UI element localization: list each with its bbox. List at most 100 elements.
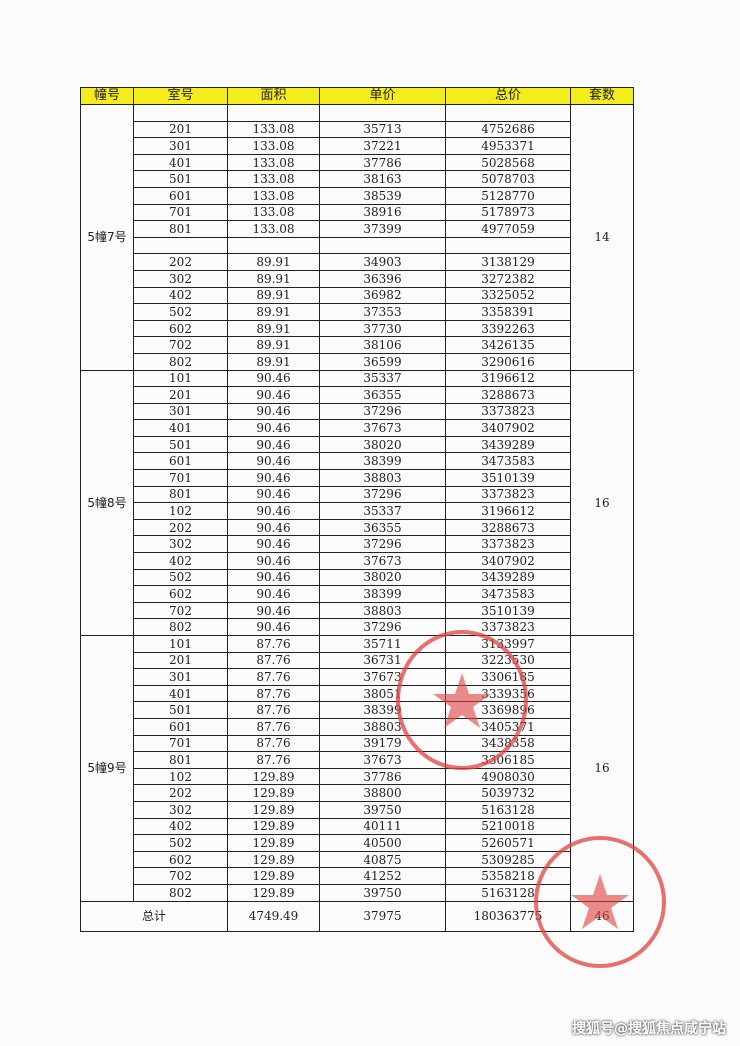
unit-price-cell: 38163 <box>319 170 446 188</box>
room-cell: 402 <box>133 552 228 570</box>
total-area: 4749.49 <box>227 900 320 932</box>
table-header-row: 幢号 室号 面积 单价 总价 套数 <box>80 87 634 105</box>
unit-price-cell: 37296 <box>319 535 446 554</box>
unit-price-cell: 39179 <box>319 734 446 753</box>
count-cell: 16 <box>570 369 634 636</box>
total-price-cell: 3133997 <box>445 635 571 653</box>
table-row: 5幢7号 14 <box>80 104 634 371</box>
room-cell: 102 <box>133 767 228 786</box>
table-row: 201 133.08 35713 4752686 <box>81 120 634 139</box>
area-cell <box>227 104 320 122</box>
area-cell: 90.46 <box>227 601 320 620</box>
area-cell: 90.46 <box>227 419 320 437</box>
total-price-cell: 4908030 <box>445 767 571 786</box>
room-cell: 201 <box>133 120 228 139</box>
unit-price-cell: 37673 <box>319 751 446 769</box>
total-count: 46 <box>570 900 634 932</box>
total-price-cell: 3272382 <box>445 269 571 288</box>
total-price-cell: 3426135 <box>445 336 571 354</box>
unit-price-cell: 38803 <box>319 469 446 487</box>
table-row: 301 90.46 37296 3373823 <box>81 402 634 421</box>
header-room: 室号 <box>133 87 228 105</box>
table-row: 801 133.08 37399 4977059 <box>81 220 634 238</box>
total-price-cell <box>445 236 571 255</box>
unit-price-cell: 41252 <box>319 867 446 885</box>
total-price-cell: 5178973 <box>445 203 571 222</box>
table-row: 602 129.89 40875 5309285 <box>81 850 634 869</box>
price-table: 幢号 室号 面积 单价 总价 套数 5幢7号 14 201 133.08 35713 47… <box>80 87 634 932</box>
area-cell: 89.91 <box>227 286 320 305</box>
area-cell: 129.89 <box>227 800 320 819</box>
table-row: 502 129.89 40500 5260571 <box>81 834 634 852</box>
unit-price-cell: 38916 <box>319 203 446 222</box>
total-price-cell: 3438358 <box>445 734 571 753</box>
unit-price-cell: 36396 <box>319 269 446 288</box>
total-price-cell: 3405371 <box>445 717 571 736</box>
table-row: 501 133.08 38163 5078703 <box>81 170 634 188</box>
unit-price-cell: 37673 <box>319 668 446 686</box>
room-cell: 702 <box>133 867 228 885</box>
unit-price-cell: 38803 <box>319 601 446 620</box>
area-cell: 87.76 <box>227 635 320 653</box>
unit-price-cell: 37730 <box>319 319 446 338</box>
total-price-cell: 5128770 <box>445 186 571 205</box>
area-cell: 90.46 <box>227 535 320 554</box>
area-cell: 133.08 <box>227 137 320 155</box>
area-cell: 90.46 <box>227 618 320 636</box>
room-cell: 202 <box>133 518 228 537</box>
unit-price-cell: 38800 <box>319 784 446 802</box>
table-row: 701 90.46 38803 3510139 <box>81 469 634 487</box>
room-cell: 602 <box>133 850 228 869</box>
total-price-cell: 4953371 <box>445 137 571 155</box>
area-cell: 90.46 <box>227 435 320 454</box>
room-cell: 802 <box>133 618 228 636</box>
area-cell: 90.46 <box>227 485 320 504</box>
table-row: 802 90.46 37296 3373823 <box>81 618 634 636</box>
total-price-cell: 5039732 <box>445 784 571 802</box>
area-cell: 89.91 <box>227 319 320 338</box>
room-cell: 202 <box>133 253 228 271</box>
total-price-cell: 3196612 <box>445 369 571 388</box>
area-cell: 133.08 <box>227 203 320 222</box>
table-row: 702 129.89 41252 5358218 <box>81 867 634 885</box>
room-cell: 302 <box>133 800 228 819</box>
room-cell: 701 <box>133 734 228 753</box>
unit-price-cell: 36982 <box>319 286 446 305</box>
unit-price-cell: 40875 <box>319 850 446 869</box>
total-price-cell: 3473583 <box>445 585 571 603</box>
area-cell: 90.46 <box>227 452 320 471</box>
room-cell: 601 <box>133 452 228 471</box>
total-total-price: 180363775 <box>445 900 571 932</box>
total-price-cell: 4752686 <box>445 120 571 139</box>
total-price-cell: 3369896 <box>445 701 571 719</box>
area-cell: 87.76 <box>227 684 320 703</box>
unit-price-cell: 38020 <box>319 435 446 454</box>
total-price-cell: 3510139 <box>445 601 571 620</box>
room-cell: 702 <box>133 336 228 354</box>
unit-price-cell: 38106 <box>319 336 446 354</box>
room-cell: 701 <box>133 203 228 222</box>
table-row: 502 89.91 37353 3358391 <box>81 303 634 321</box>
total-price-cell: 5309285 <box>445 850 571 869</box>
unit-price-cell: 37221 <box>319 137 446 155</box>
total-price-cell: 3306185 <box>445 668 571 686</box>
area-cell <box>227 236 320 255</box>
total-price-cell: 5210018 <box>445 817 571 836</box>
room-cell: 301 <box>133 668 228 686</box>
table-row: 5幢8号 101 90.46 35337 3196612 16 <box>80 369 634 636</box>
unit-price-cell: 34903 <box>319 253 446 271</box>
room-cell: 201 <box>133 651 228 670</box>
total-price-cell: 3288673 <box>445 518 571 537</box>
area-cell: 87.76 <box>227 651 320 670</box>
table-row: 801 90.46 37296 3373823 <box>81 485 634 504</box>
room-cell: 602 <box>133 585 228 603</box>
unit-price-cell <box>319 236 446 255</box>
area-cell: 87.76 <box>227 751 320 769</box>
unit-price-cell: 38399 <box>319 585 446 603</box>
room-cell: 702 <box>133 601 228 620</box>
room-cell: 101 <box>133 369 228 388</box>
area-cell: 129.89 <box>227 834 320 852</box>
unit-price-cell: 37673 <box>319 552 446 570</box>
area-cell: 87.76 <box>227 668 320 686</box>
unit-price-cell: 36599 <box>319 352 446 371</box>
